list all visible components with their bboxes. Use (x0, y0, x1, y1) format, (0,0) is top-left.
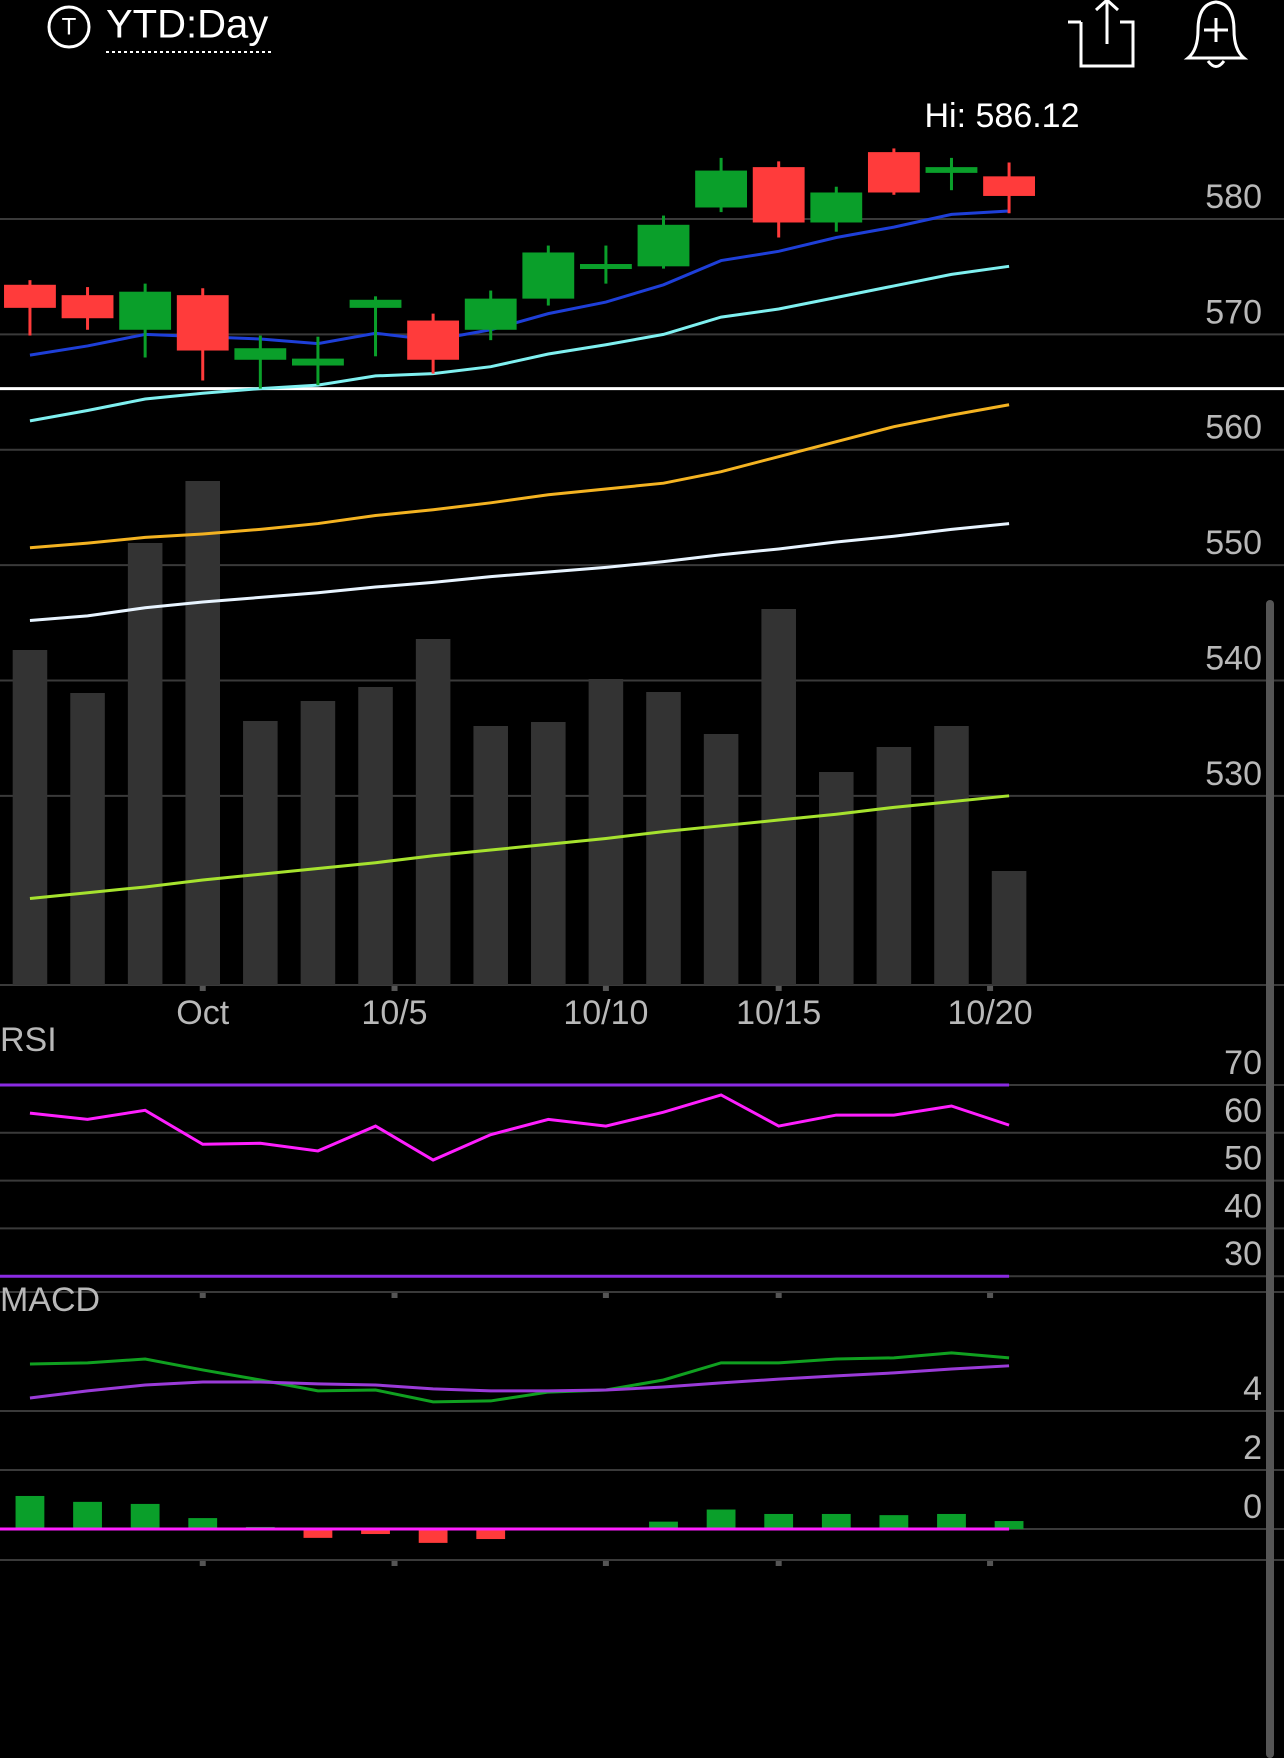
candle-body (695, 170, 748, 208)
x-tick-label: 10/15 (736, 994, 821, 1032)
volume-bar (819, 772, 854, 985)
histogram-bar (994, 1521, 1024, 1530)
volume-bar (703, 734, 739, 985)
volume-bar (646, 692, 681, 985)
y-tick-label: 580 (1205, 178, 1262, 216)
y-tick-label: 70 (1224, 1044, 1262, 1082)
histogram-bar (476, 1529, 506, 1540)
histogram-bar (706, 1509, 736, 1530)
histogram-bar (188, 1518, 218, 1530)
volume-bar (531, 722, 566, 985)
volume-bar (300, 701, 336, 985)
y-tick-label: 530 (1205, 755, 1262, 793)
x-tick-label: 10/5 (361, 994, 427, 1032)
volume-bar (70, 693, 105, 985)
indicator-line (29, 1364, 1010, 1400)
candle-body (522, 252, 575, 299)
candle-body (752, 167, 805, 223)
indicator-line (29, 522, 1010, 622)
volume-bar (127, 543, 163, 985)
candle-body (349, 299, 402, 308)
candle-body (810, 192, 863, 223)
histogram-bar (879, 1515, 909, 1530)
y-tick-label: 30 (1224, 1235, 1262, 1273)
y-tick-label: 540 (1205, 639, 1262, 677)
histogram-bar (764, 1513, 794, 1530)
y-tick-label: 560 (1205, 409, 1262, 447)
histogram-bar (73, 1501, 102, 1530)
histogram-bar (361, 1529, 390, 1535)
histogram-bar (821, 1513, 851, 1530)
candle-body (464, 298, 517, 330)
x-tick-label: 10/20 (948, 994, 1033, 1032)
bell-plus (1204, 18, 1228, 42)
candle-body (637, 224, 690, 267)
candle-body (407, 320, 460, 360)
candle-body (119, 291, 172, 330)
panel-title: MACD (0, 1281, 100, 1319)
alert-button[interactable] (1183, 0, 1249, 68)
plot: 530 540 550 560 570 580 Oct 10/5 10/10 10/15 10/20… (0, 97, 1284, 1566)
volume-bar (991, 871, 1027, 985)
histogram-bar (15, 1495, 45, 1530)
indicator-line (29, 403, 1010, 550)
y-tick-label: 60 (1224, 1092, 1262, 1130)
volume-bar (415, 639, 451, 985)
share-box (1068, 20, 1135, 68)
candle-body (867, 152, 920, 193)
volume-bar (761, 609, 796, 985)
volume-bar (473, 726, 508, 985)
candle-body (292, 358, 344, 366)
candle-body (234, 348, 287, 360)
indicator-line (29, 1093, 1010, 1162)
panel-title: RSI (0, 1021, 57, 1059)
timeframe-title[interactable]: YTD:Day (106, 3, 268, 47)
y-tick-label: 2 (1243, 1429, 1262, 1467)
indicator-line (29, 1351, 1010, 1404)
candle-body (176, 295, 229, 351)
indicator-line (29, 264, 1010, 423)
volume-bar (876, 747, 912, 985)
histogram-bar (130, 1503, 160, 1530)
volume-bar (588, 679, 624, 985)
candle-body (925, 167, 978, 173)
candle-body (61, 295, 114, 319)
candle-body (4, 284, 56, 308)
share-button[interactable] (1068, 0, 1135, 68)
scrollbar[interactable] (1266, 600, 1274, 1758)
y-tick-label: 40 (1224, 1187, 1262, 1225)
bell-clapper (1206, 60, 1226, 68)
candle-body (579, 264, 632, 270)
high-annotation: Hi: 586.12 (925, 97, 1080, 135)
histogram-bar (649, 1521, 678, 1530)
y-tick-label: 550 (1205, 524, 1262, 562)
volume-bar (358, 687, 393, 985)
volume-bar (934, 726, 969, 985)
volume-bar (12, 650, 48, 985)
histogram-bar (303, 1529, 333, 1538)
bell (1183, 0, 1249, 60)
x-tick-label: 10/10 (563, 994, 648, 1032)
y-tick-label: 0 (1243, 1488, 1262, 1526)
histogram-bar (937, 1513, 966, 1530)
volume-bar (185, 481, 221, 985)
volume-bar (243, 721, 278, 985)
histogram-bar (418, 1529, 448, 1543)
candle-body (983, 176, 1035, 196)
share-arrow (1094, 0, 1120, 44)
timeframe-icon-letter: T (62, 13, 77, 40)
x-tick-label: Oct (176, 994, 229, 1032)
timeframe-icon[interactable] (47, 5, 91, 49)
y-tick-label: 570 (1205, 293, 1262, 331)
indicator-line (29, 794, 1010, 900)
y-tick-label: 4 (1243, 1370, 1262, 1408)
y-tick-label: 50 (1224, 1140, 1262, 1178)
